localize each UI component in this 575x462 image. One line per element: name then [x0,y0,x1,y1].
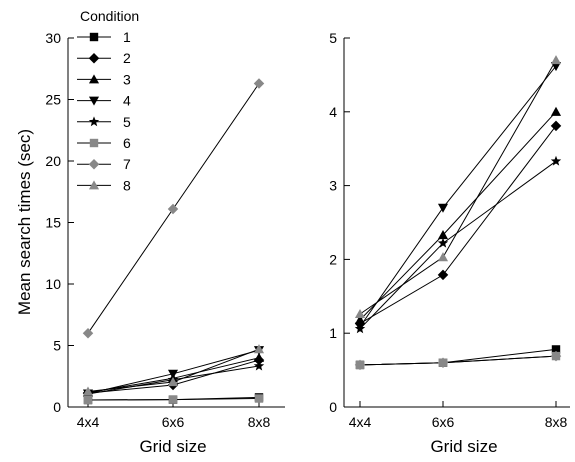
legend-item: 2 [77,50,131,66]
data-point [354,308,366,319]
legend-label: 3 [123,71,131,87]
x-tick-label: 8x8 [545,414,568,430]
y-tick-label: 3 [329,178,337,194]
x-tick-label: 4x4 [349,414,372,430]
legend-label: 5 [123,114,131,130]
x-tick-label: 6x6 [432,414,455,430]
data-point [551,345,561,354]
y-tick-label: 15 [45,215,61,231]
y-tick-label: 0 [329,399,337,415]
y-tick-label: 1 [329,325,337,341]
legend-marker [88,180,100,190]
series-5 [354,155,562,334]
legend-item: 3 [77,71,131,87]
data-point [253,78,265,89]
data-point [83,395,93,405]
right-chart-panel: Grid size 0 1 2 3 4 5 4x4 6x6 8x8 [329,30,570,456]
right-x-axis-label: Grid size [430,437,497,456]
legend-label: 2 [123,50,131,66]
data-point [550,155,562,166]
legend-item: 7 [77,156,131,172]
data-point [354,314,366,324]
data-point [437,357,449,368]
legend-item: 8 [77,177,131,193]
data-point [437,269,449,281]
legend-item: 4 [77,93,131,109]
y-tick-label: 5 [329,30,337,46]
legend-marker [89,138,99,148]
series-line [359,59,557,315]
y-tick-label: 2 [329,251,337,267]
legend-label: 7 [123,156,131,172]
data-point [82,327,94,339]
legend-marker [88,158,100,170]
legend-label: 1 [123,29,131,45]
legend-marker [88,74,100,84]
data-point [167,203,179,215]
y-tick-label: 5 [53,338,61,354]
legend-label: 6 [123,135,131,151]
left-x-axis-label: Grid size [139,437,206,456]
legend-label: 8 [123,177,131,193]
data-point [82,386,94,396]
data-point [550,106,562,116]
data-point [550,350,562,362]
series-line [359,111,557,321]
y-tick-label: 0 [53,399,61,415]
legend-label: 4 [123,93,131,109]
data-point [437,203,449,213]
legend-item: 1 [77,29,131,45]
data-point [550,120,562,132]
data-point [253,344,265,354]
legend: Condition 1 2 3 4 5 6 7 8 [77,8,139,193]
data-point [168,395,178,404]
left-chart-panel: Mean search times (sec) Grid size 051015… [15,8,285,456]
data-point [167,376,179,387]
data-point [354,323,366,334]
left-y-axis-label: Mean search times (sec) [15,129,34,315]
series-2 [354,120,562,329]
data-point [437,237,449,248]
y-tick-label: 30 [45,30,61,46]
series-8 [354,55,562,319]
data-point [437,252,449,262]
series-6 [83,394,264,405]
series-line [359,65,557,327]
data-point [253,360,265,371]
data-point [354,359,366,371]
y-tick-label: 25 [45,92,61,108]
data-point [550,55,562,65]
x-tick-label: 6x6 [162,414,185,430]
data-point [254,394,264,403]
legend-marker [88,116,100,127]
series-7 [354,350,562,371]
series-line [359,160,557,330]
legend-title: Condition [80,8,139,24]
series-8 [82,344,265,396]
y-tick-label: 4 [329,104,337,120]
x-tick-label: 8x8 [248,414,271,430]
legend-marker [88,52,100,64]
series-line [359,348,557,366]
data-point [253,352,265,362]
legend-item: 5 [77,114,131,130]
x-tick-label: 4x4 [77,414,100,430]
y-tick-label: 10 [45,276,61,292]
legend-item: 6 [77,135,131,151]
y-tick-label: 20 [45,153,61,169]
series-4 [354,62,562,332]
series-3 [354,106,562,324]
legend-marker [89,32,99,42]
data-point [437,230,449,240]
legend-marker [88,96,100,106]
series-7 [82,78,265,339]
